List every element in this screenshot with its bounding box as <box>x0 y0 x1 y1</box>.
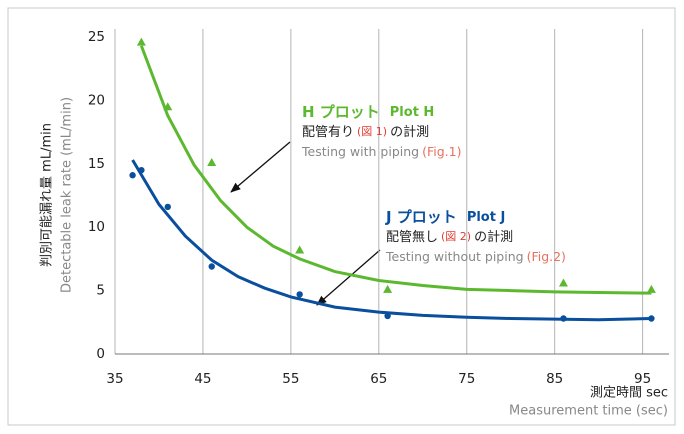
point <box>207 158 217 167</box>
point <box>384 312 391 320</box>
y-axis-label-en: Detectable leak rate (mL/min) <box>60 97 75 293</box>
y-tick-label: 15 <box>88 156 105 172</box>
point <box>296 291 303 298</box>
arrow <box>230 141 291 193</box>
y-tick-label: 10 <box>88 219 105 235</box>
annotation-part: の計測 <box>474 229 513 245</box>
x-tick-label: 55 <box>282 371 299 387</box>
annotation-part: (Fig.2) <box>527 249 566 264</box>
point <box>383 284 393 293</box>
frame <box>7 7 676 426</box>
x-tick-label: 75 <box>458 371 475 387</box>
annotation: J プロット Plot J <box>385 208 505 226</box>
y-tick-label: 5 <box>96 283 105 299</box>
point <box>648 315 655 322</box>
y-tick-label: 0 <box>96 346 105 362</box>
x-axis-label: 測定時間 sec <box>590 386 668 401</box>
annotation-part: (図 1) <box>357 125 387 138</box>
annotation-part: Testing with piping <box>301 144 419 159</box>
point <box>295 245 305 254</box>
annotation-part: J プロット <box>385 208 457 226</box>
annotation-part: Plot J <box>467 210 506 225</box>
annotation: 配管有り (図 1) の計測 <box>302 124 429 140</box>
point <box>208 263 215 270</box>
point <box>129 172 136 179</box>
annotation-part: H プロット <box>302 103 380 121</box>
fit-curve <box>131 159 652 322</box>
point <box>136 37 146 46</box>
annotation-part: (図 2) <box>441 230 471 243</box>
point <box>558 278 568 287</box>
annotation: Testing without piping (Fig.2) <box>385 249 566 264</box>
annotation: Testing with piping (Fig.1) <box>301 144 461 159</box>
x-axis-label-en: Measurement time (sec) <box>509 404 668 419</box>
x-tick-label: 85 <box>546 371 563 387</box>
x-tick-label: 95 <box>634 371 651 387</box>
point <box>163 102 173 111</box>
annotation: 配管無し (図 2) の計測 <box>386 229 513 245</box>
y-axis-label: 判別可能漏れ量 mL/min <box>39 123 55 267</box>
x-tick-label: 45 <box>194 371 211 387</box>
x-tick-label: 35 <box>106 371 123 387</box>
x-tick-label: 65 <box>370 371 387 387</box>
annotation: H プロット Plot H <box>302 103 434 121</box>
arrow <box>316 249 381 306</box>
annotation-part: 配管無し <box>386 230 438 245</box>
annotation-part: の計測 <box>390 124 429 140</box>
point <box>646 284 656 293</box>
annotation-part: 配管有り <box>302 125 354 140</box>
annotation-part: Testing without piping <box>385 249 524 264</box>
y-tick-label: 25 <box>88 29 105 45</box>
y-tick-label: 20 <box>88 92 105 108</box>
point <box>164 203 171 211</box>
point <box>138 166 145 174</box>
fit-curve <box>139 45 652 295</box>
annotation-part: (Fig.1) <box>422 144 461 159</box>
point <box>560 315 567 322</box>
annotation-part: Plot H <box>390 105 435 120</box>
